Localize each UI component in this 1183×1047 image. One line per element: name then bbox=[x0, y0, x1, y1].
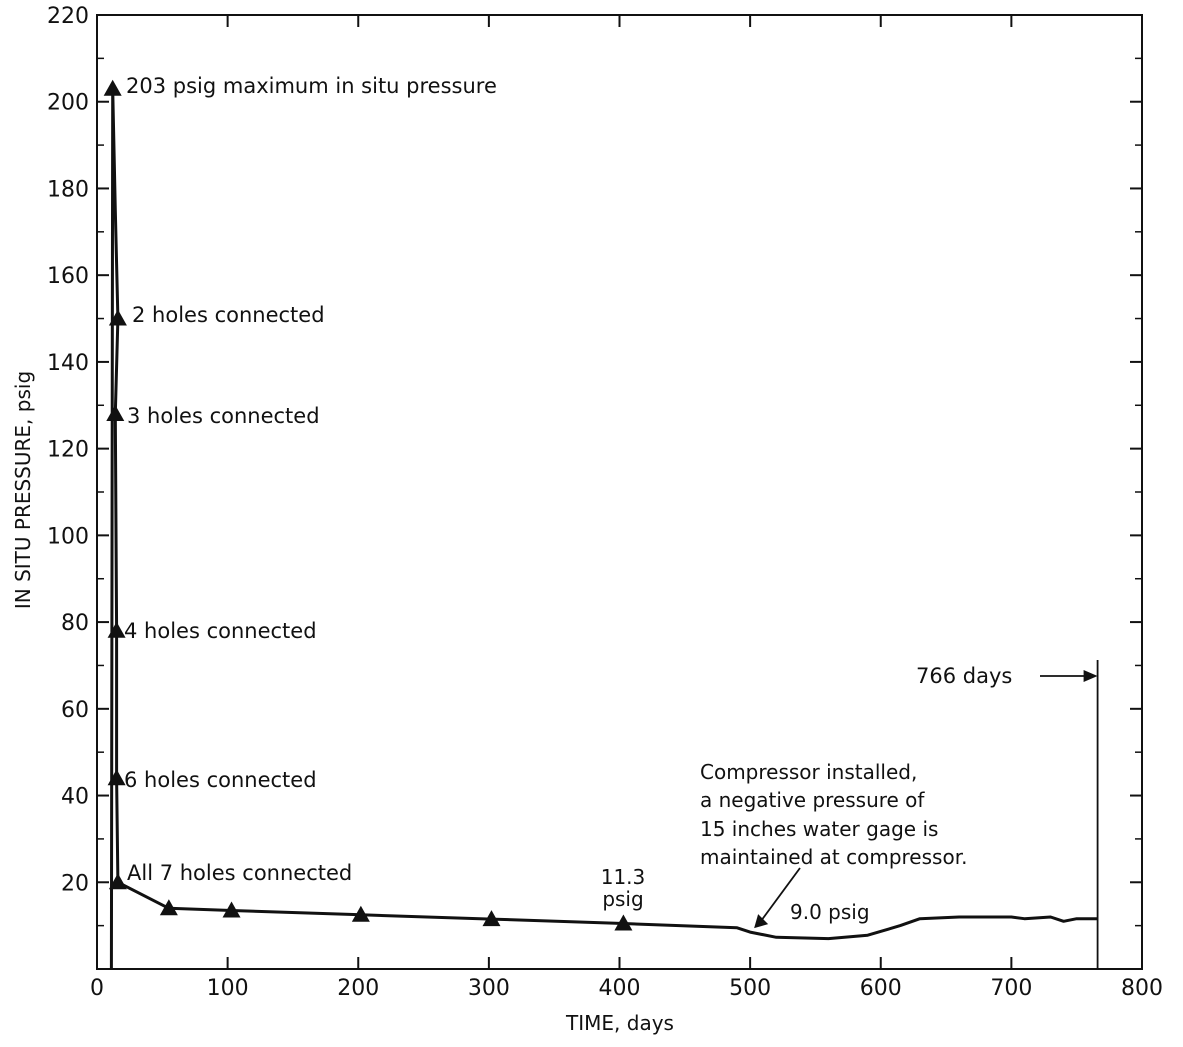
triangle-marker bbox=[351, 905, 370, 922]
x-tick-label: 300 bbox=[468, 976, 510, 1001]
y-tick-label: 60 bbox=[61, 698, 89, 723]
x-tick-label: 800 bbox=[1121, 976, 1163, 1001]
y-axis-title: IN SITU PRESSURE, psig bbox=[11, 371, 35, 609]
annotation-2-holes: 2 holes connected bbox=[132, 303, 325, 327]
annotation-compressor-line4: maintained at compressor. bbox=[700, 845, 967, 869]
triangle-marker bbox=[108, 309, 127, 326]
compressor-arrow-head bbox=[754, 914, 769, 929]
annotation-compressor-line3: 15 inches water gage is bbox=[700, 817, 938, 841]
days-arrow-head bbox=[1083, 670, 1098, 682]
y-tick-label: 180 bbox=[47, 177, 89, 202]
triangle-marker bbox=[106, 404, 125, 421]
triangle-marker bbox=[107, 769, 126, 786]
compressor-arrow-shaft bbox=[759, 867, 801, 923]
annotation-11-3-unit: psig bbox=[602, 887, 643, 911]
y-tick-label: 100 bbox=[47, 524, 89, 549]
y-tick-label: 200 bbox=[47, 91, 89, 116]
x-tick-label: 200 bbox=[337, 976, 379, 1001]
y-tick-label: 120 bbox=[47, 438, 89, 463]
annotation-compressor-line1: Compressor installed, bbox=[700, 760, 917, 784]
annotation-all-holes: All 7 holes connected bbox=[127, 861, 352, 885]
annotation-compressor-line2: a negative pressure of bbox=[700, 788, 925, 812]
annotation-3-holes: 3 holes connected bbox=[127, 404, 320, 428]
triangle-marker bbox=[222, 901, 241, 918]
x-tick-label: 100 bbox=[207, 976, 249, 1001]
annotation-11-3-value: 11.3 bbox=[601, 865, 646, 889]
y-tick-label: 140 bbox=[47, 351, 89, 376]
annotation-6-holes: 6 holes connected bbox=[124, 768, 317, 792]
triangle-marker bbox=[103, 79, 122, 96]
triangle-marker bbox=[482, 910, 501, 927]
annotation-4-holes: 4 holes connected bbox=[124, 619, 317, 643]
pressure-line bbox=[109, 87, 1098, 970]
y-tick-label: 220 bbox=[47, 4, 89, 29]
x-tick-label: 500 bbox=[729, 976, 771, 1001]
plot-frame bbox=[96, 14, 1143, 970]
triangle-marker bbox=[107, 621, 126, 638]
x-tick-label: 600 bbox=[860, 976, 902, 1001]
y-tick-label: 160 bbox=[47, 264, 89, 289]
triangle-marker bbox=[159, 899, 178, 916]
y-tick-label: 80 bbox=[61, 611, 89, 636]
annotation-max-pressure: 203 psig maximum in situ pressure bbox=[126, 74, 497, 98]
triangle-marker bbox=[108, 873, 127, 890]
x-axis-title: TIME, days bbox=[565, 1011, 674, 1035]
annotation-9-0: 9.0 psig bbox=[790, 900, 870, 924]
y-tick-label: 40 bbox=[61, 785, 89, 810]
annotation-766-days: 766 days bbox=[916, 664, 1012, 688]
x-tick-label: 400 bbox=[599, 976, 641, 1001]
y-tick-label: 20 bbox=[61, 871, 89, 896]
x-tick-label: 0 bbox=[90, 976, 104, 1001]
triangle-marker bbox=[614, 914, 633, 931]
x-tick-label: 700 bbox=[990, 976, 1032, 1001]
